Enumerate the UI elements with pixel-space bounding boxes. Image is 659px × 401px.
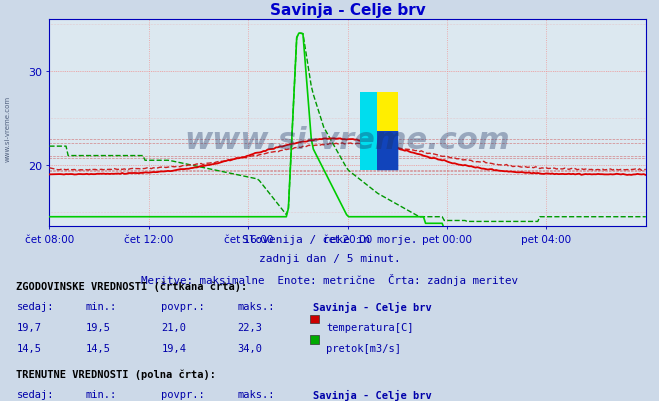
Text: 34,0: 34,0 <box>237 343 262 353</box>
Text: TRENUTNE VREDNOSTI (polna črta):: TRENUTNE VREDNOSTI (polna črta): <box>16 368 216 379</box>
Text: min.:: min.: <box>86 302 117 312</box>
Text: Slovenija / reke in morje.: Slovenija / reke in morje. <box>242 235 417 245</box>
Text: 19,5: 19,5 <box>86 322 111 332</box>
Text: zadnji dan / 5 minut.: zadnji dan / 5 minut. <box>258 254 401 264</box>
Text: maks.:: maks.: <box>237 302 275 312</box>
Text: 19,4: 19,4 <box>161 343 186 353</box>
Text: Savinja - Celje brv: Savinja - Celje brv <box>313 389 432 400</box>
Text: Savinja - Celje brv: Savinja - Celje brv <box>313 302 432 312</box>
Text: pretok[m3/s]: pretok[m3/s] <box>326 343 401 353</box>
Bar <box>360 92 377 171</box>
Text: Meritve: maksimalne  Enote: metrične  Črta: zadnja meritev: Meritve: maksimalne Enote: metrične Črta… <box>141 273 518 285</box>
Text: 14,5: 14,5 <box>86 343 111 353</box>
Title: Savinja - Celje brv: Savinja - Celje brv <box>270 2 426 18</box>
Text: 14,5: 14,5 <box>16 343 42 353</box>
Polygon shape <box>377 132 398 171</box>
Text: ZGODOVINSKE VREDNOSTI (črtkana črta):: ZGODOVINSKE VREDNOSTI (črtkana črta): <box>16 281 248 291</box>
Text: 19,7: 19,7 <box>16 322 42 332</box>
Text: www.si-vreme.com: www.si-vreme.com <box>5 95 11 161</box>
Text: 21,0: 21,0 <box>161 322 186 332</box>
Text: min.:: min.: <box>86 389 117 399</box>
Text: temperatura[C]: temperatura[C] <box>326 322 414 332</box>
Bar <box>377 92 398 132</box>
Text: 22,3: 22,3 <box>237 322 262 332</box>
Text: maks.:: maks.: <box>237 389 275 399</box>
Polygon shape <box>377 92 398 132</box>
Text: povpr.:: povpr.: <box>161 302 205 312</box>
Text: www.si-vreme.com: www.si-vreme.com <box>185 126 511 154</box>
Text: sedaj:: sedaj: <box>16 389 54 399</box>
Bar <box>377 132 398 171</box>
Text: povpr.:: povpr.: <box>161 389 205 399</box>
Text: sedaj:: sedaj: <box>16 302 54 312</box>
